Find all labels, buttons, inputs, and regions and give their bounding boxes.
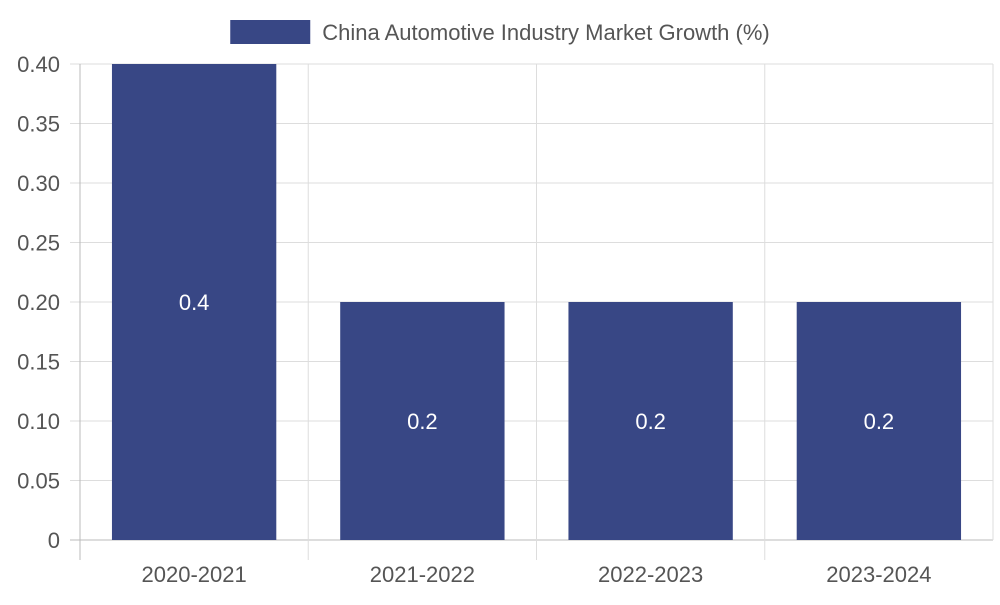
y-tick-label: 0.15 xyxy=(17,350,60,375)
y-tick-label: 0.25 xyxy=(17,231,60,256)
axes: 0 0.05 0.10 0.15 0.20 0.25 0.30 0.35 0.40 2020-20… xyxy=(17,52,931,587)
bars xyxy=(111,64,962,540)
x-tick-label: 2022-2023 xyxy=(598,562,703,587)
data-label: 0.4 xyxy=(179,290,210,315)
data-labels: 0.4 0.2 0.2 0.2 xyxy=(179,290,894,434)
data-label: 0.2 xyxy=(635,409,666,434)
data-label: 0.2 xyxy=(864,409,895,434)
bar[interactable] xyxy=(796,302,962,540)
bar[interactable] xyxy=(568,302,733,540)
x-tick-label: 2021-2022 xyxy=(370,562,475,587)
x-tick-label: 2020-2021 xyxy=(142,562,247,587)
bar[interactable] xyxy=(111,64,277,540)
x-tick-label: 2023-2024 xyxy=(826,562,931,587)
y-tick-label: 0.20 xyxy=(17,290,60,315)
y-tick-label: 0.40 xyxy=(17,52,60,77)
y-tick-label: 0.35 xyxy=(17,112,60,137)
legend-label: China Automotive Industry Market Growth … xyxy=(322,20,770,45)
y-tick-label: 0.10 xyxy=(17,409,60,434)
legend[interactable]: China Automotive Industry Market Growth … xyxy=(230,20,770,45)
legend-swatch xyxy=(230,20,311,44)
y-tick-label: 0 xyxy=(48,528,60,553)
y-tick-label: 0.05 xyxy=(17,469,60,494)
y-tick-label: 0.30 xyxy=(17,171,60,196)
data-label: 0.2 xyxy=(407,409,438,434)
bar[interactable] xyxy=(340,302,505,540)
